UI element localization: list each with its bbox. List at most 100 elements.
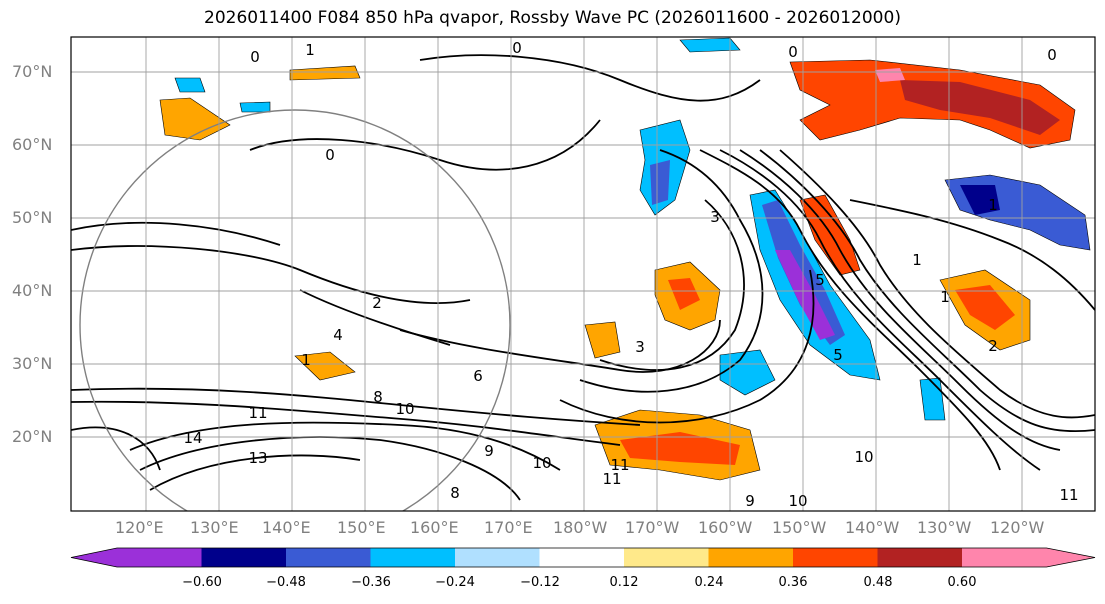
contour-label: 3 — [635, 338, 645, 356]
contour-label: 0 — [788, 43, 798, 61]
anomaly-nw-positive — [289, 65, 361, 81]
lon-label: 130°W — [917, 518, 972, 537]
contour-label: 11 — [610, 456, 629, 474]
anomaly-small-positive-f — [584, 321, 621, 359]
colorbar-tick-label: 0.60 — [947, 575, 977, 590]
anomaly-central-core — [668, 278, 700, 310]
colorbar-swatch — [624, 548, 709, 567]
contour-label: 0 — [325, 146, 335, 164]
lon-label: 160°W — [698, 518, 753, 537]
lat-label: 50°N — [12, 208, 53, 227]
contour-label: 1 — [305, 41, 315, 59]
colorbar-swatch — [962, 548, 1047, 567]
colorbar-tick-label: −0.36 — [351, 575, 391, 590]
anomaly-east-core — [955, 285, 1015, 330]
contour-label: 5 — [833, 346, 843, 364]
anomaly-subtropic-core — [620, 432, 740, 465]
colorbar-swatch — [117, 548, 202, 567]
anomaly-mid-positive — [294, 351, 356, 381]
contour-label: 0 — [250, 48, 260, 66]
colorbar-tick-label: −0.60 — [182, 575, 222, 590]
lon-label: 130°E — [190, 518, 239, 537]
contour-label: 8 — [373, 388, 383, 406]
colorbar-swatch — [793, 548, 878, 567]
colorbar-swatch — [877, 548, 963, 567]
contour-label: 4 — [333, 326, 343, 344]
colorbar-tick-label: −0.24 — [435, 575, 475, 590]
contour-label: 8 — [450, 484, 460, 502]
anomaly-small-negative-b — [239, 101, 271, 113]
contour-label: 2 — [372, 294, 382, 312]
contour-lines — [71, 54, 1095, 501]
anomaly-trough-core — [775, 250, 835, 340]
lat-label: 30°N — [12, 354, 53, 373]
anomaly-alaska-pink — [875, 68, 905, 82]
contour-label: 2 — [988, 337, 998, 355]
contour-label: 14 — [183, 429, 202, 447]
contour-label: 3 — [710, 208, 720, 226]
contour-label: 10 — [788, 492, 807, 510]
anomaly-ridge-positive — [799, 194, 861, 276]
contour-label: 6 — [473, 367, 483, 385]
contour-label: 1 — [301, 351, 311, 369]
anomaly-west-positive — [159, 97, 231, 141]
lon-label: 120°E — [115, 518, 164, 537]
contour-label: 10 — [395, 400, 414, 418]
colorbar-tick-label: 0.48 — [863, 575, 893, 590]
anomaly-small-negative-c — [679, 37, 741, 53]
graticule — [71, 37, 1095, 511]
lon-label: 160°E — [410, 518, 459, 537]
contour-label: 10 — [532, 454, 551, 472]
contour-label: 11 — [248, 404, 267, 422]
contour-label: 13 — [248, 449, 267, 467]
colorbar-swatch — [455, 548, 540, 567]
lat-label: 70°N — [12, 62, 53, 81]
lon-label: 150°E — [337, 518, 386, 537]
colorbar-tick-label: −0.12 — [520, 575, 560, 590]
colorbar-outline — [70, 547, 1096, 568]
contour-label: 9 — [484, 442, 494, 460]
anomaly-small-negative-a — [174, 77, 206, 93]
map-frame — [70, 36, 1096, 512]
lon-label: 170°E — [484, 518, 533, 537]
lat-label: 60°N — [12, 135, 53, 154]
lon-label: 150°W — [772, 518, 827, 537]
colorbar-tick-label: 0.24 — [694, 575, 724, 590]
contour-label: 1 — [988, 196, 998, 214]
anomaly-bering-core — [650, 160, 670, 205]
colorbar-swatch — [708, 548, 794, 567]
colorbar — [70, 547, 1096, 568]
contour-label: 9 — [745, 492, 755, 510]
contour-label: 11 — [1059, 486, 1078, 504]
contour-label: 1 — [912, 251, 922, 269]
colorbar-swatch — [286, 548, 371, 567]
lat-label: 40°N — [12, 281, 53, 300]
lon-label: 170°W — [625, 518, 680, 537]
colorbar-extend-min — [71, 548, 117, 567]
anomaly-alaska-core — [900, 80, 1060, 135]
reference-circle — [79, 109, 511, 511]
lat-label: 20°N — [12, 427, 53, 446]
colorbar-tick-label: −0.48 — [266, 575, 306, 590]
lon-label: 180°W — [553, 518, 608, 537]
anomaly-small-negative-e — [919, 377, 946, 421]
colorbar-swatch — [201, 548, 287, 567]
colorbar-swatch — [370, 548, 456, 567]
lon-label: 120°W — [990, 518, 1045, 537]
contour-label: 11 — [602, 470, 621, 488]
anomaly-gulf-core — [960, 185, 1000, 215]
colorbar-extend-max — [1046, 548, 1095, 567]
colorbar-tick-label: 0.36 — [778, 575, 808, 590]
lon-label: 140°E — [262, 518, 311, 537]
figure-title: 2026011400 F084 850 hPa qvapor, Rossby W… — [204, 8, 901, 28]
contour-label: 0 — [512, 39, 522, 57]
colorbar-swatch — [539, 548, 625, 567]
contour-label: 1 — [940, 288, 950, 306]
colorbar-tick-label: 0.12 — [609, 575, 639, 590]
anomaly-small-negative-d — [719, 349, 776, 396]
contour-label: 10 — [854, 448, 873, 466]
contour-label: 5 — [815, 271, 825, 289]
lon-label: 140°W — [845, 518, 900, 537]
